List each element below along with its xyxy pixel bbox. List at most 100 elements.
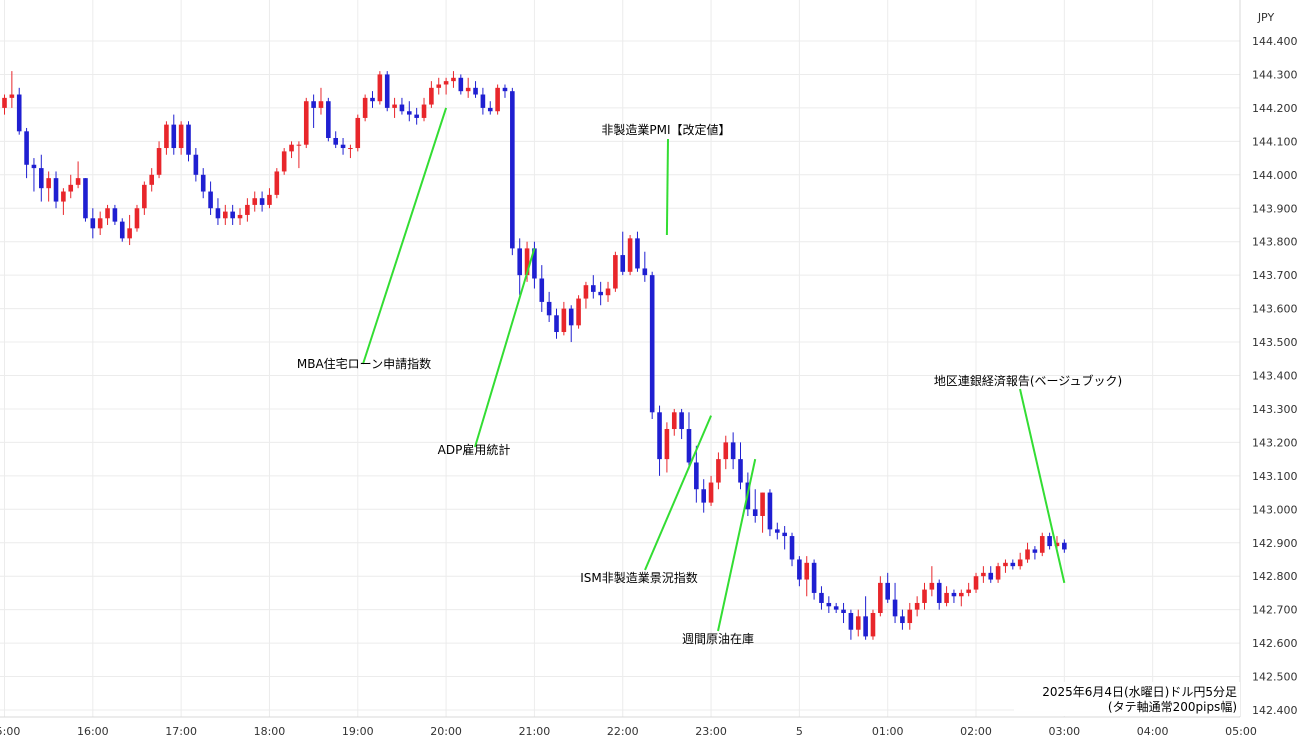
annotation-label: MBA住宅ローン申請指数: [297, 356, 431, 371]
candle: [767, 489, 773, 537]
candle: [186, 121, 191, 162]
candle-body-up: [576, 298, 581, 326]
annotation-line: [665, 138, 669, 236]
candle: [730, 432, 736, 470]
candle: [119, 218, 125, 242]
event-annotation: 非製造業PMI【改定値】: [601, 122, 731, 236]
candle: [245, 198, 250, 222]
candle: [340, 138, 346, 155]
annotation-layer: MBA住宅ローン申請指数 ADP雇用統計 非製造業PMI【改定値】 ISM非製造業景況…: [297, 107, 1122, 646]
candle-body-down: [24, 131, 29, 165]
candle: [281, 148, 287, 175]
candle: [46, 171, 51, 202]
candle: [826, 596, 832, 613]
candle: [252, 191, 258, 212]
candle-body-up: [914, 602, 920, 610]
candle-body-up: [870, 612, 876, 637]
candle: [554, 308, 559, 339]
candle-body-up: [1054, 542, 1060, 547]
candle: [156, 141, 162, 179]
candle-body-down: [833, 606, 839, 610]
candle: [649, 271, 655, 419]
annotation-line: [362, 107, 448, 365]
candle: [914, 596, 920, 617]
x-tick-label: 04:00: [1137, 725, 1169, 738]
y-tick-label: 143.400: [1252, 370, 1298, 383]
candle: [355, 114, 361, 152]
candle: [414, 107, 419, 125]
candle: [237, 208, 243, 225]
candle: [598, 281, 603, 306]
candle: [436, 77, 442, 95]
candle-body-up: [392, 104, 397, 108]
annotation-label: ADP雇用統計: [438, 442, 511, 457]
candle-body-down: [407, 111, 412, 115]
event-annotation: 地区連銀経済報告(ベージュブック): [934, 373, 1122, 584]
x-tick-label: 17:00: [165, 725, 197, 738]
candle-body-up: [149, 174, 154, 185]
candle-body-down: [480, 94, 486, 108]
candle-body-down: [797, 559, 802, 580]
annotation-label: 地区連銀経済報告(ベージュブック): [934, 373, 1122, 388]
y-tick-label: 143.700: [1252, 269, 1298, 282]
candle-body-down: [591, 285, 596, 292]
candle: [694, 445, 699, 503]
y-tick-label: 143.000: [1252, 503, 1298, 516]
candle: [995, 562, 1001, 583]
caption-background: [1014, 682, 1240, 716]
candle: [348, 144, 353, 159]
candle: [127, 214, 132, 246]
candle-body-down: [1032, 549, 1038, 553]
candle: [473, 81, 478, 98]
candle: [480, 87, 486, 115]
candle: [1003, 559, 1008, 573]
candle-body-down: [546, 301, 552, 316]
candle: [708, 475, 714, 506]
candle-body-down: [31, 164, 37, 169]
candle: [399, 97, 405, 115]
x-tick-label: 19:00: [342, 725, 374, 738]
candle-body-down: [502, 87, 508, 92]
candle-body-up: [2, 97, 7, 108]
candle: [583, 281, 589, 309]
candle: [1017, 552, 1023, 570]
candle: [90, 208, 96, 239]
candle: [75, 161, 81, 189]
candle-body-up: [465, 87, 471, 92]
x-tick-label: 23:00: [695, 725, 727, 738]
candle: [635, 231, 640, 272]
candle-body-down: [208, 191, 213, 209]
candle-body-down: [620, 255, 626, 272]
candle-body-up: [303, 101, 309, 145]
x-tick-label: 5: [796, 725, 803, 738]
candle-body-up: [1003, 562, 1008, 567]
candle: [1010, 559, 1016, 570]
candle-body-down: [532, 248, 537, 279]
currency-label[interactable]: JPY: [1257, 11, 1275, 24]
candle-body-down: [230, 211, 235, 219]
candle: [892, 582, 898, 624]
candle: [16, 87, 22, 135]
candle: [701, 479, 706, 513]
candle: [1039, 532, 1045, 557]
candle-body-down: [951, 592, 957, 597]
candle: [1062, 539, 1067, 553]
candle: [576, 295, 581, 329]
candle-body-down: [53, 178, 59, 202]
candle-body-down: [775, 529, 780, 533]
candle: [362, 94, 368, 122]
candle-body-down: [649, 275, 655, 413]
candle-body-up: [966, 589, 971, 593]
candle: [775, 522, 780, 540]
candle: [230, 204, 235, 225]
candle-body-up: [855, 616, 861, 630]
candle: [863, 596, 868, 640]
candle-body-down: [767, 492, 773, 530]
y-axis: 142.400 142.500 142.600 142.700 142.800 142.9…: [1252, 35, 1298, 717]
candle-body-down: [826, 602, 832, 607]
candle-body-up: [348, 148, 353, 150]
candle-body-down: [119, 221, 125, 239]
candle-body-down: [487, 107, 493, 112]
candle-body-up: [495, 87, 500, 112]
